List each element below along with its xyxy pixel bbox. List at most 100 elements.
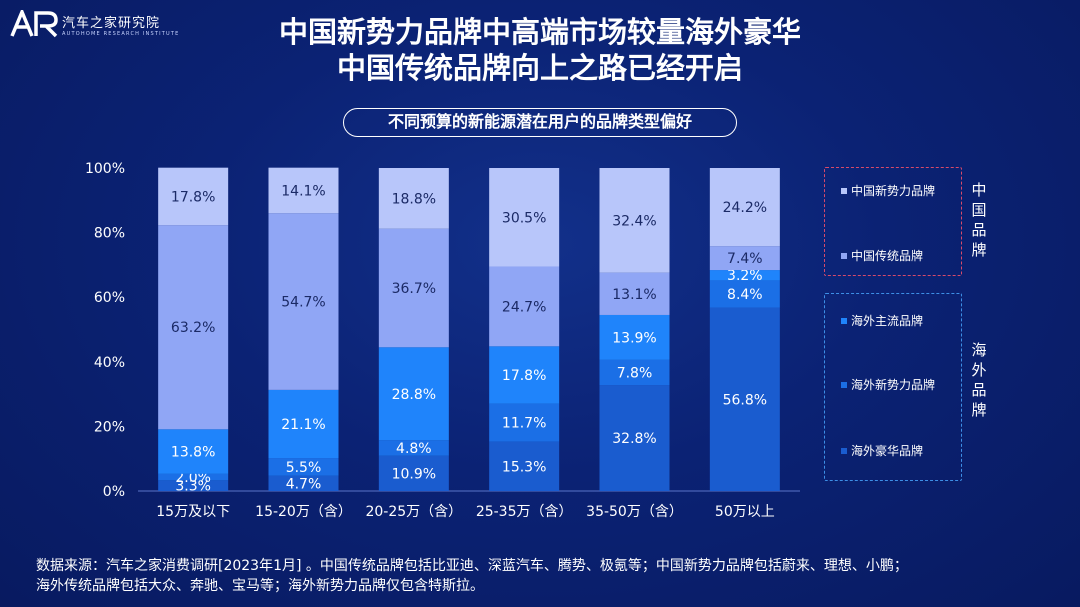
bar-segment (378, 440, 449, 456)
y-tick-label: 80% (94, 226, 125, 242)
legend-group-china: 中国品牌 (971, 181, 987, 259)
bar-segment (709, 246, 780, 271)
data-label: 7.4% (727, 251, 763, 267)
x-tick-label: 50万以上 (715, 504, 775, 520)
title-line-1: 中国新势力品牌中高端市场较量海外豪华 (278, 15, 801, 49)
legend-item-overseas-mainstream: 海外主流品牌 (841, 312, 923, 329)
legend-group-overseas: 海外品牌 (971, 341, 987, 419)
legend-china-brands: 中国新势力品牌 中国传统品牌 (824, 167, 962, 276)
bar-segment (158, 429, 229, 474)
legend-overseas-brands: 海外主流品牌 海外新势力品牌 海外豪华品牌 (824, 293, 962, 481)
legend-label: 海外豪华品牌 (851, 444, 924, 458)
x-tick-label: 20-25万（含） (365, 504, 462, 520)
data-label: 32.4% (612, 213, 656, 229)
data-label: 17.8% (502, 368, 546, 384)
bar-segment (268, 475, 339, 491)
data-label: 36.7% (392, 281, 436, 297)
data-label: 2.0% (175, 470, 211, 486)
bar-segment (158, 167, 229, 226)
legend-item-china-traditional: 中国传统品牌 (841, 247, 923, 264)
legend-label: 海外主流品牌 (851, 314, 924, 328)
bar-segment (709, 168, 780, 247)
bar-segment (489, 441, 560, 491)
bar-segment (158, 225, 229, 430)
data-label: 10.9% (392, 466, 436, 482)
bar-segment (158, 480, 229, 491)
bar-segment (489, 403, 560, 442)
data-label: 54.7% (281, 295, 325, 311)
autohome-logo-icon (10, 10, 58, 38)
bar-segment (268, 213, 339, 390)
data-label: 11.7% (502, 416, 546, 432)
data-label: 14.1% (281, 183, 325, 199)
chart-subtitle: 不同预算的新能源潜在用户的品牌类型偏好 (343, 108, 737, 137)
bar-segment (268, 167, 339, 214)
data-label: 15.3% (502, 459, 546, 475)
x-tick-label: 35-50万（含） (586, 504, 683, 520)
data-label: 13.8% (171, 445, 215, 461)
data-label: 18.8% (392, 191, 436, 207)
data-label: 13.9% (612, 330, 656, 346)
data-label: 3.2% (727, 268, 763, 284)
data-label: 3.3% (175, 479, 211, 495)
legend-item-overseas-luxury: 海外豪华品牌 (841, 442, 923, 459)
x-tick-label: 15-20万（含） (255, 504, 352, 520)
logo-subtitle: AUTOHOME RESEARCH INSTITUTE (62, 31, 180, 37)
data-label: 5.5% (286, 460, 322, 476)
bar-segment (489, 266, 560, 347)
bar-segment (378, 168, 449, 229)
bar-segment (158, 473, 229, 481)
data-label: 4.8% (396, 441, 432, 457)
y-tick-label: 40% (94, 355, 125, 371)
bar-segment (489, 346, 560, 404)
bar-segment (709, 270, 780, 281)
legend-label: 海外新势力品牌 (851, 378, 936, 392)
data-label: 17.8% (171, 189, 215, 205)
data-label: 56.8% (723, 392, 767, 408)
y-tick-label: 0% (103, 484, 125, 500)
x-tick-label: 15万及以下 (156, 504, 230, 520)
data-label: 13.1% (612, 287, 656, 303)
data-label: 8.4% (727, 287, 763, 303)
bar-segment (378, 228, 449, 348)
data-label: 30.5% (502, 210, 546, 226)
y-tick-label: 100% (85, 161, 125, 177)
title-line-2: 中国传统品牌向上之路已经开启 (336, 51, 743, 85)
data-label: 24.7% (502, 299, 546, 315)
bar-segment (599, 272, 670, 315)
bar-segment (599, 385, 670, 491)
legend-swatch-china-new (841, 187, 847, 194)
x-tick-label: 25-35万（含） (476, 504, 573, 520)
data-label: 28.8% (392, 387, 436, 403)
legend-swatch-overseas-mainstream (841, 317, 847, 324)
bar-segment (599, 359, 670, 386)
legend-label: 中国新势力品牌 (851, 184, 936, 198)
bar-segment (378, 347, 449, 441)
logo-name: 汽车之家研究院 (62, 16, 161, 31)
data-label: 24.2% (723, 200, 767, 216)
y-tick-label: 60% (94, 290, 125, 306)
footnote: 数据来源：汽车之家消费调研[2023年1月] 。中国传统品牌包括比亚迪、深蓝汽车… (36, 556, 1056, 596)
legend-swatch-overseas-luxury (841, 447, 847, 454)
footnote-line-2: 海外传统品牌包括大众、奔驰、宝马等；海外新势力品牌仅包含特斯拉。 (36, 578, 484, 594)
data-label: 7.8% (617, 365, 653, 381)
bar-segment (268, 458, 339, 476)
y-tick-label: 20% (94, 419, 125, 435)
legend-swatch-overseas-new (841, 381, 847, 388)
data-label: 4.7% (286, 476, 322, 492)
legend-label: 中国传统品牌 (851, 249, 924, 263)
page-title: 中国新势力品牌中高端市场较量海外豪华 中国传统品牌向上之路已经开启 (0, 14, 1080, 86)
bar-segment (599, 168, 670, 273)
legend-item-china-new: 中国新势力品牌 (841, 182, 935, 199)
bar-segment (378, 455, 449, 491)
bar-segment (599, 314, 670, 360)
data-label: 32.8% (612, 431, 656, 447)
bar-segment (268, 389, 339, 459)
bar-segment (489, 168, 560, 267)
legend-item-overseas-new: 海外新势力品牌 (841, 376, 935, 393)
data-label: 21.1% (281, 417, 325, 433)
data-label: 63.2% (171, 320, 215, 336)
legend-swatch-china-traditional (841, 252, 847, 259)
bar-segment (709, 307, 780, 491)
